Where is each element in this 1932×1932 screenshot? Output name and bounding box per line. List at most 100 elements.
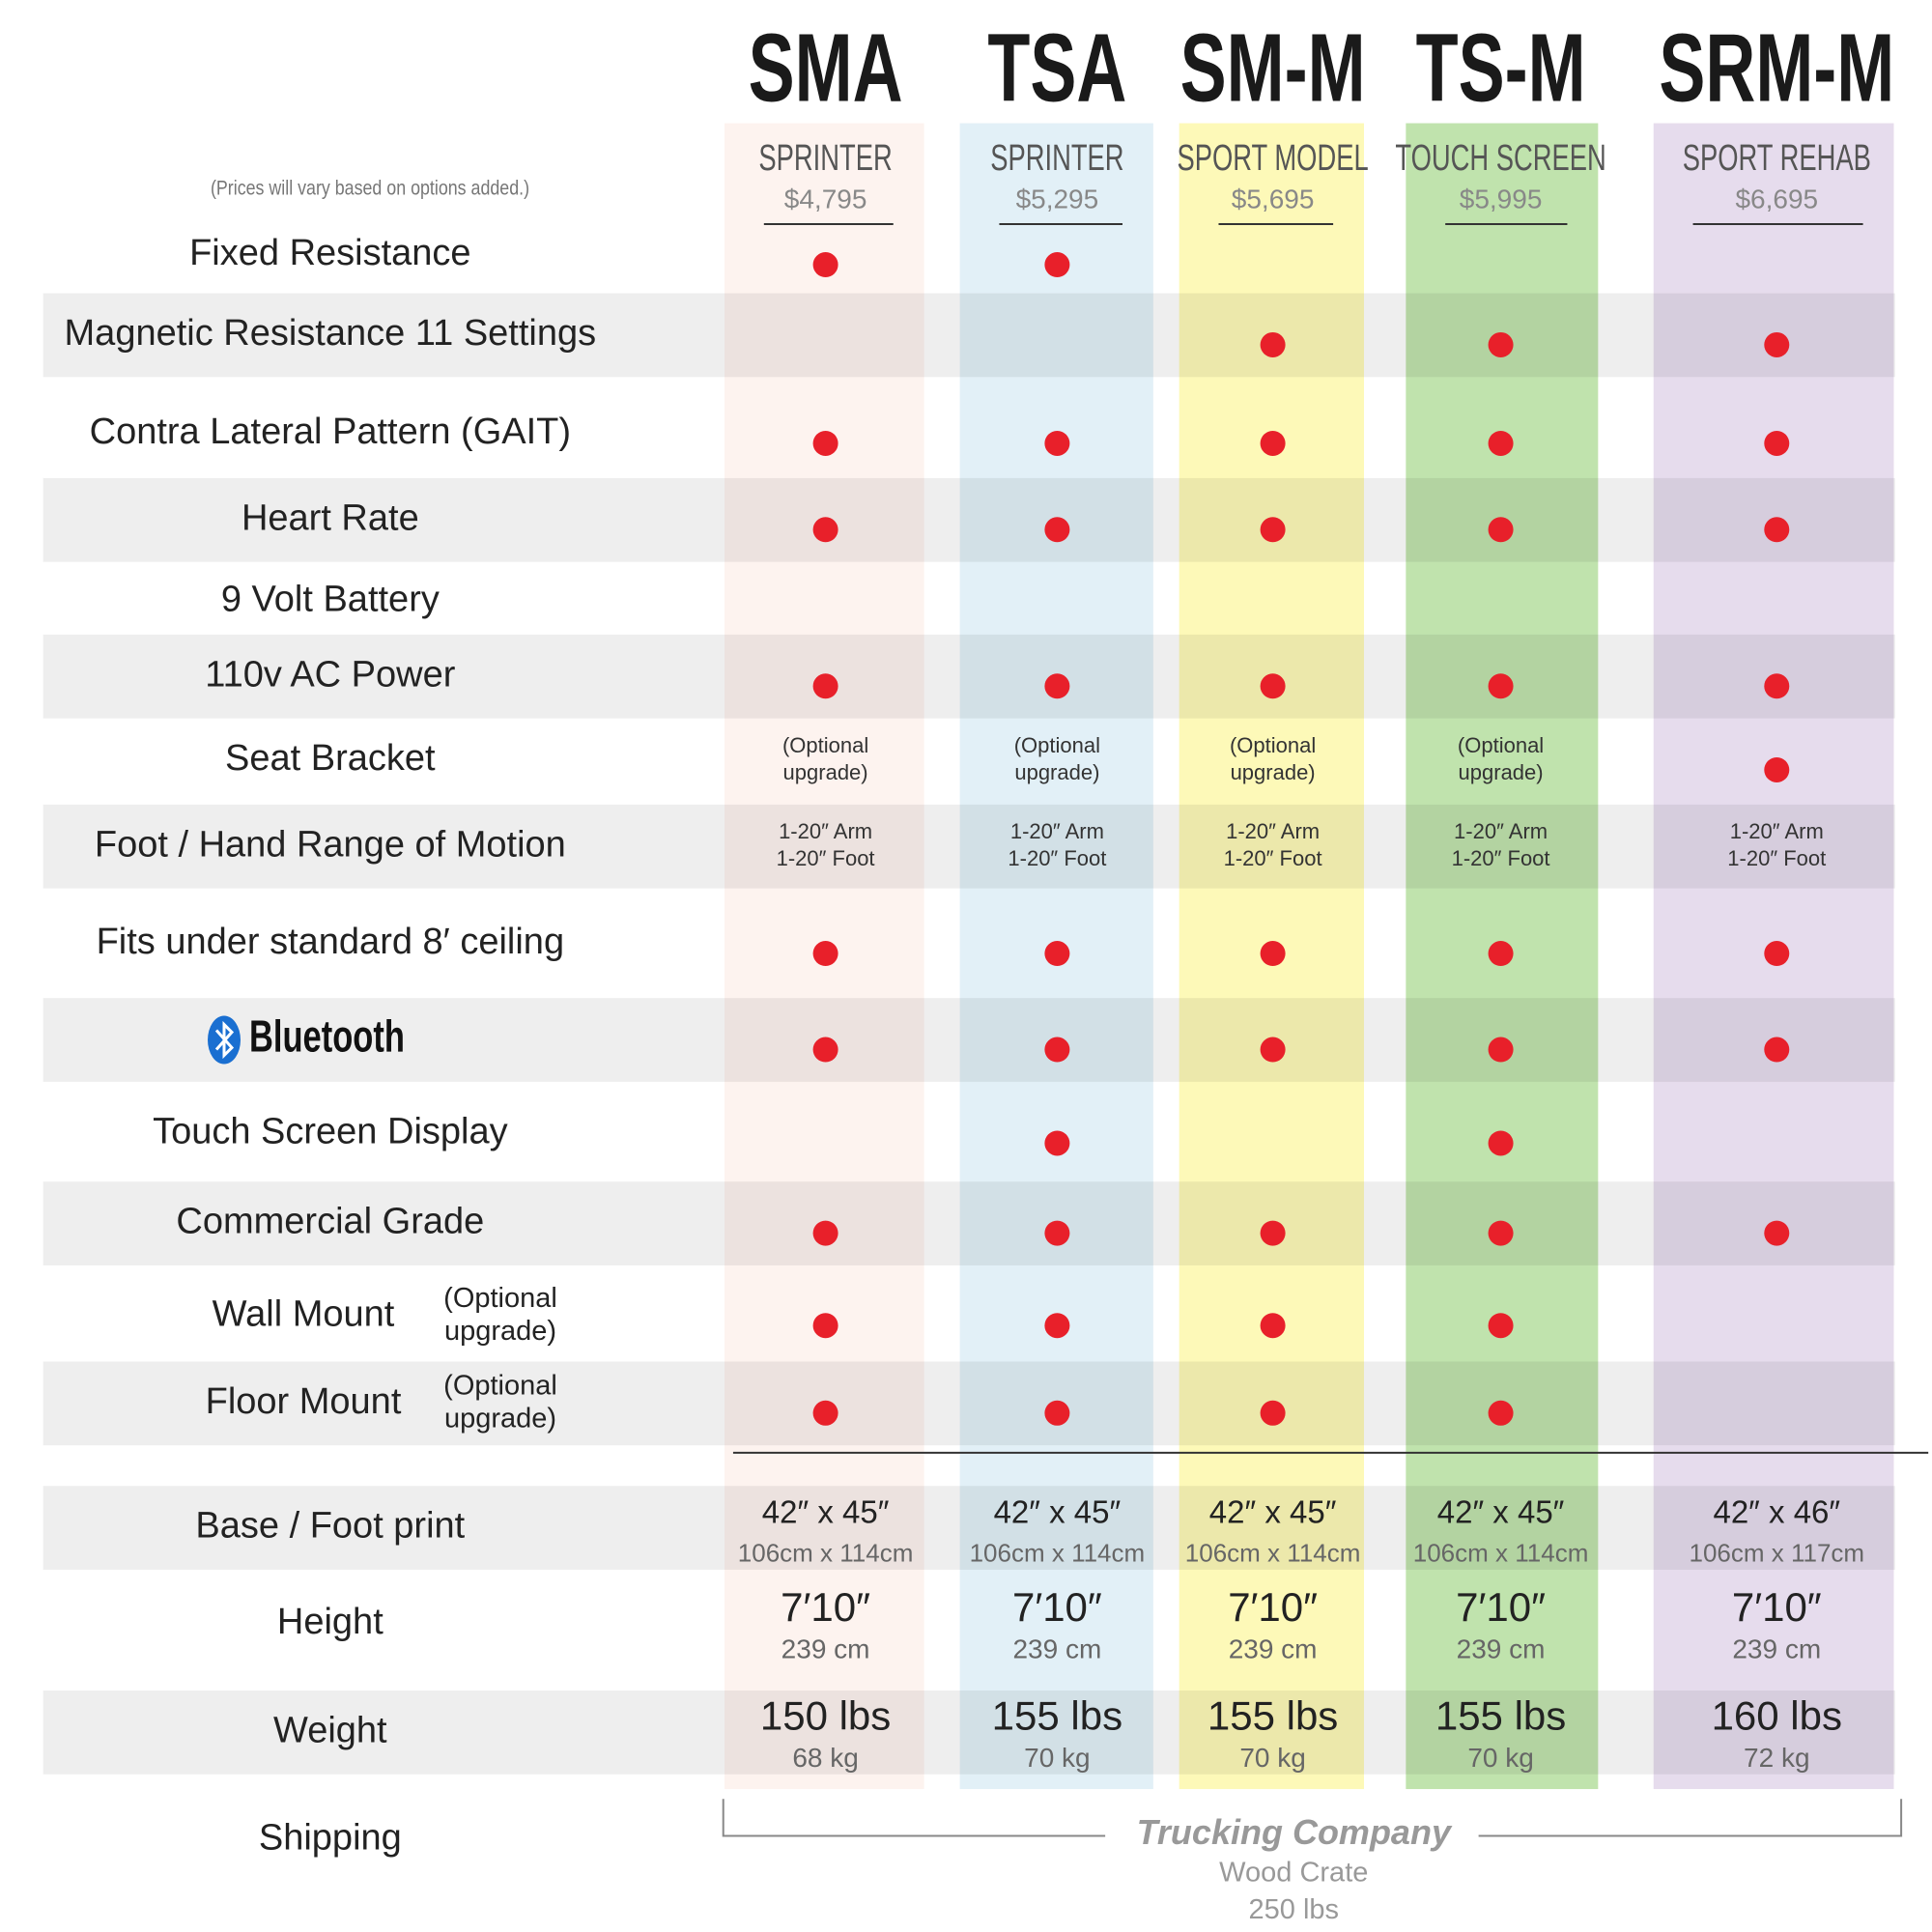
row-label: Fixed Resistance [189, 233, 470, 273]
feature-dot [1488, 941, 1514, 967]
spec-sub: 106cm x 117cm [1689, 1539, 1864, 1568]
feature-dot [1488, 331, 1514, 357]
shipping-packaging: Wood Crate [1219, 1858, 1368, 1889]
feature-dot [1044, 430, 1070, 456]
model-header: SRM-M SPORT REHAB [1659, 14, 1894, 179]
model-price: $4,795 [784, 184, 867, 213]
feature-dot [1260, 1400, 1286, 1426]
feature-dot [812, 252, 838, 278]
feature-dot [812, 941, 838, 967]
spec-main: 42″ x 45″ [1209, 1493, 1337, 1529]
spec-sub: 239 cm [781, 1634, 870, 1664]
row-stripe [43, 1181, 1895, 1265]
feature-dot [1764, 1037, 1790, 1063]
spec-sub: 106cm x 114cm [970, 1539, 1146, 1568]
spec-sub: 72 kg [1744, 1743, 1810, 1773]
spec-main: 42″ x 46″ [1713, 1493, 1840, 1529]
model-name: SPRINTER [990, 138, 1123, 179]
feature-dot [1260, 517, 1286, 543]
cell-text: 1-20″ Foot [777, 846, 875, 870]
cell-text: 1-20″ Foot [1452, 846, 1550, 870]
row-label: Foot / Hand Range of Motion [95, 824, 566, 865]
cell-text: 1-20″ Foot [1727, 846, 1826, 870]
feature-dot [1764, 941, 1790, 967]
feature-dot [1260, 1037, 1286, 1063]
spec-main: 155 lbs [1208, 1692, 1338, 1738]
cell-text: 1-20″ Foot [1008, 846, 1106, 870]
feature-dot [1044, 1220, 1070, 1246]
row-label: Magnetic Resistance 11 Settings [65, 313, 597, 354]
cell-text: (Optional [1230, 733, 1316, 757]
cell-text: 1-20″ Arm [1454, 819, 1548, 843]
spec-sub: 70 kg [1467, 1743, 1534, 1773]
cell-text: upgrade) [783, 760, 868, 784]
feature-dot [1764, 673, 1790, 699]
feature-dot [812, 673, 838, 699]
spec-main: 160 lbs [1712, 1692, 1842, 1738]
spec-sub: 106cm x 114cm [1185, 1539, 1361, 1568]
feature-dot [812, 430, 838, 456]
cell-text: 1-20″ Arm [1730, 819, 1824, 843]
model-price: $5,695 [1232, 184, 1315, 213]
spec-sub: 70 kg [1024, 1743, 1091, 1773]
spec-sub: 106cm x 114cm [1413, 1539, 1589, 1568]
row-note: (Optional [443, 1283, 557, 1314]
feature-dot [1044, 673, 1070, 699]
spec-main: 7′10″ [1228, 1584, 1318, 1630]
feature-dot [1260, 1313, 1286, 1339]
spec-main: 150 lbs [760, 1692, 891, 1738]
model-price: $5,995 [1460, 184, 1543, 213]
model-code: SRM-M [1659, 14, 1894, 122]
cell-text: upgrade) [1231, 760, 1316, 784]
feature-dot [1488, 430, 1514, 456]
cell-text: (Optional [782, 733, 868, 757]
feature-dot [1044, 517, 1070, 543]
model-name: SPRINTER [758, 138, 892, 179]
bluetooth-wordmark: Bluetooth [249, 1011, 405, 1062]
spec-main: 7′10″ [1456, 1584, 1546, 1630]
row-label: Height [277, 1602, 384, 1642]
cell-text: 1-20″ Arm [1226, 819, 1320, 843]
feature-dot [1764, 430, 1790, 456]
model-header: SM-M SPORT MODEL [1178, 14, 1369, 179]
feature-dot [1488, 1130, 1514, 1156]
model-code: SMA [749, 14, 903, 122]
spec-sub: 239 cm [1229, 1634, 1318, 1664]
row-stripe [43, 998, 1895, 1082]
row-label: Base / Foot print [195, 1506, 465, 1547]
feature-dot [812, 1400, 838, 1426]
cell-text: 1-20″ Arm [1010, 819, 1104, 843]
feature-dot [1044, 1400, 1070, 1426]
row-stripe [43, 1486, 1895, 1570]
feature-dot [1488, 517, 1514, 543]
row-label: Shipping [259, 1817, 402, 1858]
row-label: 9 Volt Battery [221, 579, 440, 619]
row-label: Wall Mount [213, 1293, 395, 1334]
feature-dot [1044, 1130, 1070, 1156]
spec-main: 155 lbs [992, 1692, 1122, 1738]
feature-dot [1764, 1220, 1790, 1246]
row-stripe [43, 1690, 1895, 1775]
feature-dot [1260, 430, 1286, 456]
feature-dot [1260, 1220, 1286, 1246]
spec-sub: 239 cm [1012, 1634, 1101, 1664]
row-label: Floor Mount [206, 1381, 402, 1422]
row-label: Heart Rate [242, 497, 419, 538]
spec-sub: 70 kg [1239, 1743, 1306, 1773]
feature-dot [1764, 331, 1790, 357]
model-code: TS-M [1416, 14, 1586, 122]
feature-dot [1044, 252, 1070, 278]
feature-dot [1488, 1313, 1514, 1339]
row-stripe [43, 804, 1895, 889]
row-label: Commercial Grade [176, 1202, 484, 1242]
feature-dot [1044, 941, 1070, 967]
spec-main: 42″ x 45″ [1437, 1493, 1565, 1529]
feature-dot [1260, 673, 1286, 699]
row-stripe [43, 1361, 1895, 1446]
shipping-bracket [722, 1799, 1903, 1837]
spec-main: 42″ x 45″ [994, 1493, 1122, 1529]
row-note: (Optional [443, 1370, 557, 1401]
feature-dot [1488, 1220, 1514, 1246]
